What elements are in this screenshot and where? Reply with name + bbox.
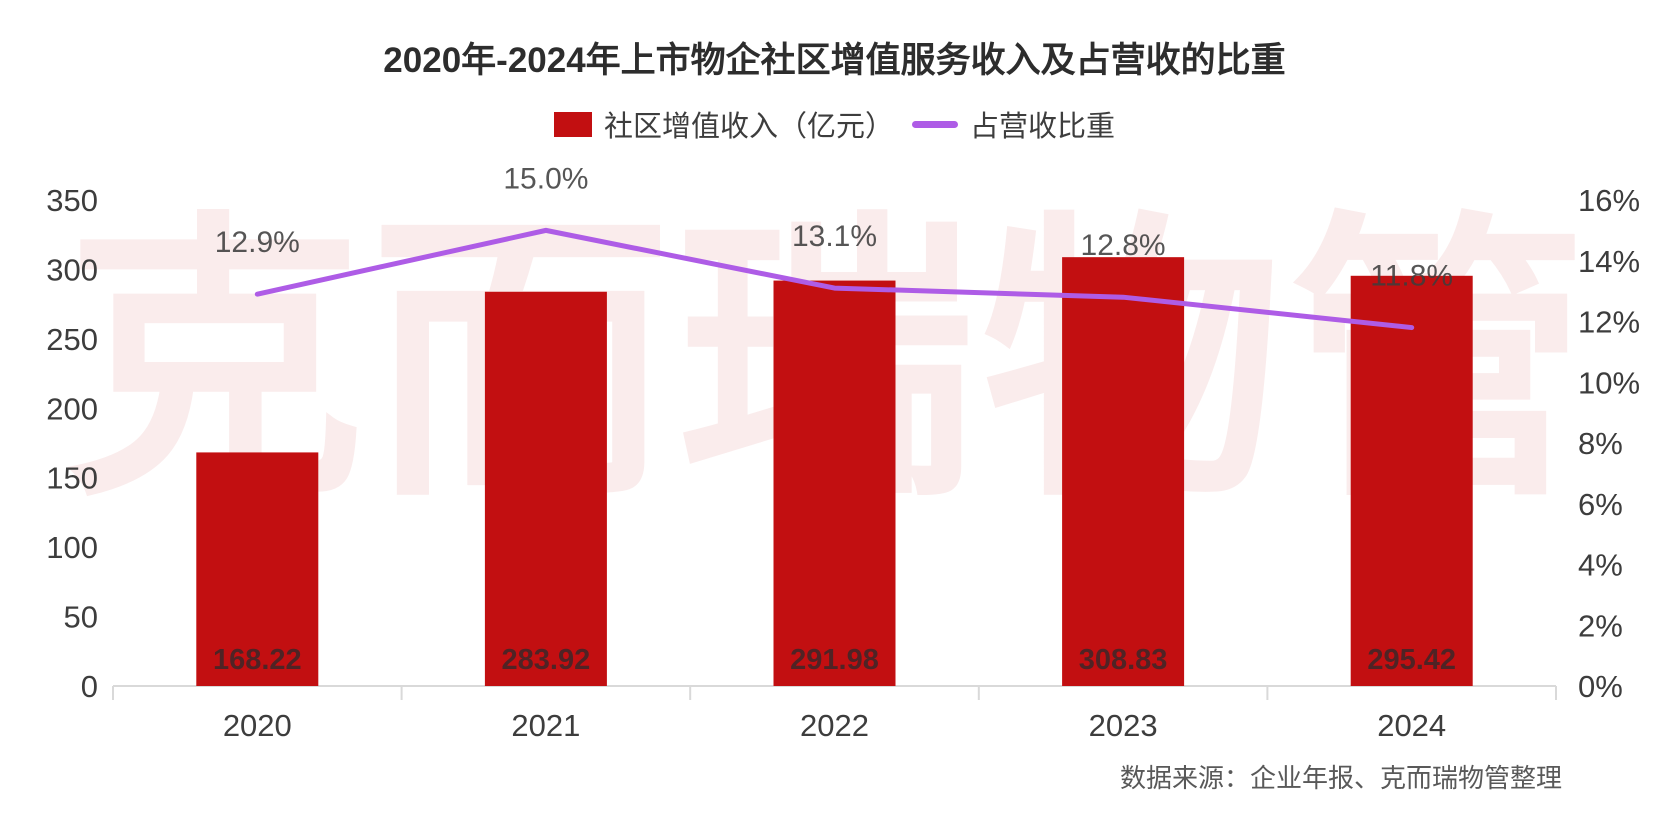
right-axis-tick-label: 10%: [1578, 365, 1640, 400]
right-axis-tick-label: 8%: [1578, 426, 1623, 461]
left-axis-tick-label: 350: [46, 183, 98, 218]
right-axis-tick-label: 14%: [1578, 244, 1640, 279]
x-category-label: 2024: [1377, 708, 1446, 743]
right-axis-tick-label: 6%: [1578, 487, 1623, 522]
chart-legend: 社区增值收入（亿元） 占营收比重: [0, 103, 1669, 145]
x-category-label: 2023: [1089, 708, 1158, 743]
bar-value-label: 308.83: [1079, 644, 1168, 676]
bar-value-label: 295.42: [1367, 644, 1456, 676]
line-value-label: 11.8%: [1370, 260, 1453, 293]
x-category-label: 2022: [800, 708, 869, 743]
line-value-label: 15.0%: [503, 162, 588, 195]
trend-line: [254, 227, 1415, 331]
left-axis-tick-label: 150: [46, 461, 98, 496]
left-axis-tick-label: 200: [46, 391, 98, 426]
right-axis-tick-label: 16%: [1578, 183, 1640, 218]
left-axis-tick-label: 300: [46, 252, 98, 287]
right-axis-tick-label: 2%: [1578, 608, 1623, 643]
legend-line-label: 占营收比重: [970, 111, 1116, 143]
x-category-label: 2020: [223, 708, 292, 743]
bar-value-label: 291.98: [790, 644, 879, 676]
legend-item-line: 占营收比重: [912, 103, 1115, 145]
line-value-label: 13.1%: [792, 220, 877, 253]
right-axis-tick-label: 0%: [1578, 669, 1623, 704]
legend-line-marker-icon: [912, 120, 958, 128]
line-value-label: 12.9%: [215, 226, 300, 259]
left-axis-tick-label: 250: [46, 322, 98, 357]
bar: [773, 280, 896, 686]
right-axis-tick-label: 4%: [1578, 548, 1623, 583]
bar-value-label: 283.92: [502, 644, 591, 676]
left-axis-tick-label: 0: [81, 669, 98, 704]
right-axis-tick-label: 12%: [1578, 305, 1640, 340]
bar: [1062, 257, 1185, 686]
bar: [196, 452, 319, 686]
x-category-label: 2021: [511, 708, 580, 743]
chart-title: 2020年-2024年上市物企社区增值服务收入及占营收的比重: [383, 41, 1286, 80]
legend-bar-label: 社区增值收入（亿元）: [603, 111, 894, 143]
bar: [1350, 275, 1473, 686]
left-axis-tick-label: 100: [46, 530, 98, 565]
legend-bar-marker-icon: [553, 111, 592, 137]
bar: [484, 291, 607, 686]
left-axis-tick-label: 50: [64, 600, 98, 635]
legend-item-bar: 社区增值收入（亿元）: [553, 103, 894, 145]
bar-value-label: 168.22: [213, 644, 302, 676]
source-note: 数据来源：企业年报、克而瑞物管整理: [1119, 763, 1562, 793]
line-value-label: 12.8%: [1081, 229, 1166, 262]
